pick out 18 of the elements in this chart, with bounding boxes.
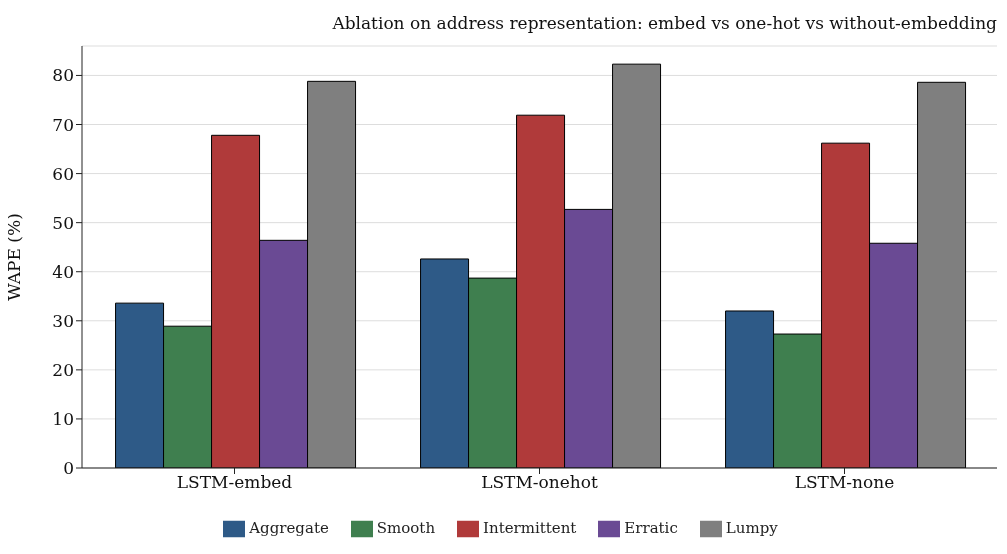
x-tick-label: LSTM-embed xyxy=(176,472,293,493)
legend-label: Intermittent xyxy=(483,519,577,537)
y-tick-label: 0 xyxy=(63,458,74,479)
legend-label: Lumpy xyxy=(725,519,778,537)
y-tick-label: 60 xyxy=(52,163,74,184)
legend-label: Smooth xyxy=(376,519,436,537)
y-tick-label: 70 xyxy=(52,114,74,135)
y-tick-label: 10 xyxy=(52,408,74,429)
legend-label: Erratic xyxy=(624,519,678,537)
y-tick-label: 30 xyxy=(52,310,74,331)
legend-label: Aggregate xyxy=(249,519,329,537)
x-tick-label: LSTM-none xyxy=(794,472,895,493)
y-tick-label: 80 xyxy=(52,65,74,86)
y-tick-label: 20 xyxy=(52,359,74,380)
y-tick-label: 40 xyxy=(52,261,74,282)
chart-title: Ablation on address representation: embed vs one-hot vs without-embedding xyxy=(331,12,998,35)
y-tick-label: 50 xyxy=(52,212,74,233)
x-tick-label: LSTM-onehot xyxy=(481,472,599,493)
